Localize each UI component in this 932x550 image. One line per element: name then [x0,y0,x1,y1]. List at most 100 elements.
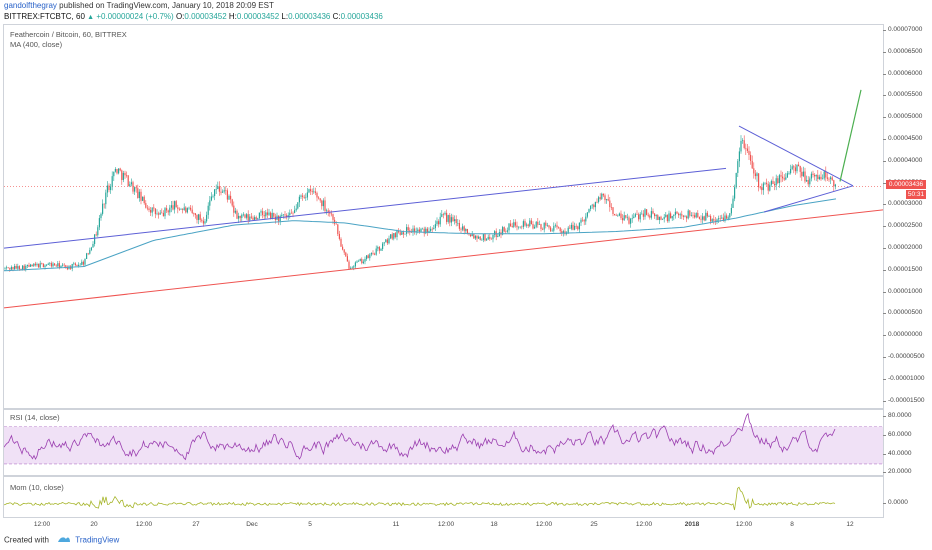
candle-body [175,201,177,208]
candle-body [286,215,288,217]
momentum-axis[interactable]: 0.0000 [883,476,932,518]
candle-body [194,213,196,216]
last-price-tag: 0.00003436 [886,180,926,190]
candle-body [687,210,689,219]
price-axis[interactable]: 0.00007000 0.00006500 0.00006000 0.00005500… [882,24,932,409]
candle-body [446,212,448,222]
candle-body [228,195,230,200]
candle-body [798,164,800,166]
candle-body [282,214,284,215]
candle-body [36,264,38,266]
candle-body [641,213,643,215]
candle-body [322,200,324,207]
rsi-chart[interactable] [4,410,884,476]
candle-body [697,213,699,218]
candle-body [172,205,174,210]
candle-body [766,182,768,185]
ma-legend: MA (400, close) [10,40,63,49]
rsi-axis[interactable]: 80.0000 60.0000 40.0000 20.0000 [883,409,932,476]
candle-body [327,210,329,213]
candle-body [529,220,531,227]
candle-body [319,198,321,201]
momentum-pane[interactable]: Mom (10, close) [3,476,884,518]
time-tick-label: 12:00 [735,521,753,528]
candle-body [582,219,584,221]
candle-body [50,263,52,267]
time-axis[interactable]: 12:00 20 12:00 27 Dec 5 11 12:00 18 12:00 25 12:00 2… [3,518,884,532]
candle-body [471,234,473,237]
candle-body [46,264,48,266]
candle-body [199,214,201,220]
footer: Created with TradingView [4,535,119,546]
candle-body [201,219,203,221]
price-pane[interactable]: Feathercoin / Bitcoin, 60, BITTREX MA (4… [3,24,884,409]
candle-body [817,174,819,180]
candle-body [23,265,25,270]
low-value: 0.00003436 [288,12,331,21]
candle-body [129,184,131,187]
candle-body [153,207,155,209]
candle-body [486,239,488,241]
candle-body [406,227,408,234]
publication-line: gandolfthegray published on TradingView.… [4,1,274,11]
price-tick-label: 0.00006000 [882,69,923,77]
candle-body [777,178,779,184]
candle-body [246,214,248,218]
rsi-pane[interactable]: RSI (14, close) [3,409,884,476]
candle-body [217,186,219,190]
candle-body [258,212,260,219]
candle-body [751,160,753,169]
candle-body [430,228,432,231]
candle-body [383,242,385,244]
candle-body [783,178,785,180]
time-tick-label: 27 [192,521,200,528]
candle-body [82,261,84,265]
candle-body [626,217,628,219]
time-tick-label: 12:00 [635,521,653,528]
candle-body [94,234,96,244]
candle-body [580,219,582,223]
candle-body [487,236,489,240]
change-value: +0.00000024 (+0.7%) [96,12,174,21]
candle-body [490,238,492,240]
candle-body [146,207,148,209]
candle-body [537,221,539,225]
open-label: O: [175,12,185,21]
candle-body [670,213,672,219]
candle-body [831,177,833,181]
candle-body [169,207,171,213]
candle-body [823,171,825,179]
candle-body [476,235,478,239]
close-label: C: [332,12,341,21]
candle-body [28,265,30,267]
candle-body [834,184,836,187]
momentum-chart[interactable] [4,477,884,518]
price-tick-label: 0.00005500 [882,91,923,99]
candle-body [602,193,604,196]
candle-body [548,225,550,228]
candle-body [204,221,206,224]
candle-body [617,215,619,217]
candle-body [74,263,76,265]
candle-body [676,211,678,214]
candle-body [177,207,179,209]
candle-body [564,231,566,234]
tradingview-brand[interactable]: TradingView [75,535,120,545]
price-tick-label: -0.00001000 [883,374,925,382]
candle-body [418,229,420,232]
candle-body [534,226,536,229]
time-tick-label: 8 [790,521,794,528]
price-chart[interactable] [4,25,884,409]
candle-body [458,222,460,229]
candle-body [540,224,542,229]
candle-body [465,228,467,231]
candle-body [810,173,812,179]
candle-body [183,207,185,211]
price-tick-label: -0.00000500 [883,353,925,361]
candle-body [684,216,686,217]
author-link[interactable]: gandolfthegray [4,1,57,10]
candle-body [378,247,380,251]
candle-body [401,232,403,235]
candle-body [815,174,817,177]
candle-body [508,223,510,231]
